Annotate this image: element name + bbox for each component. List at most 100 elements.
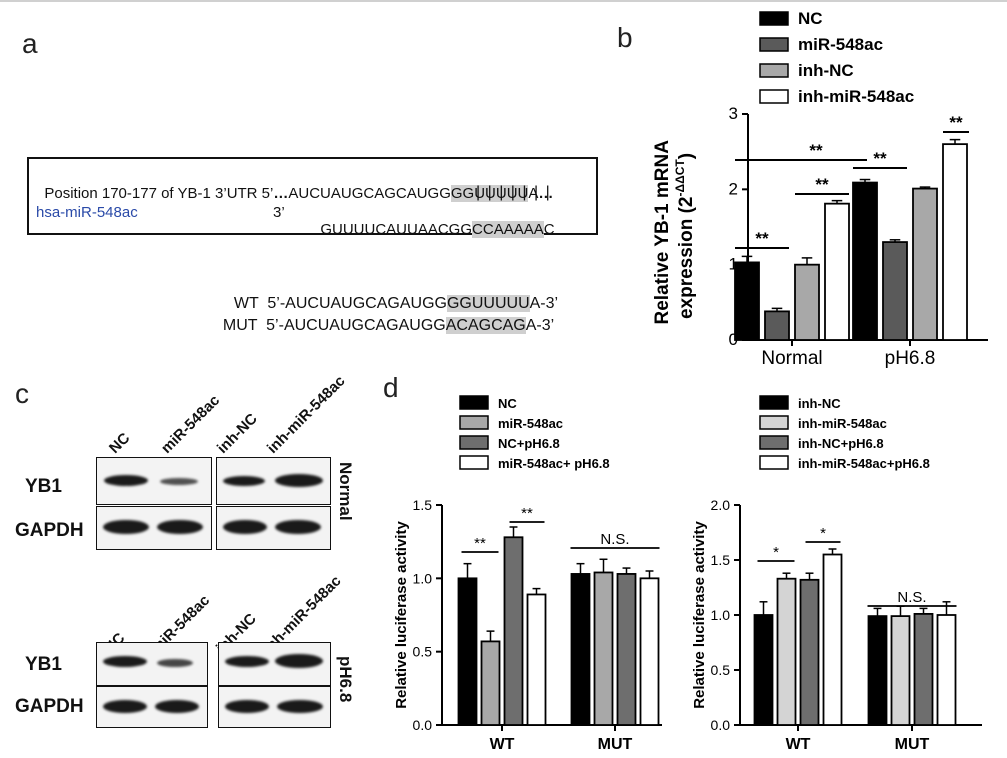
row-label-gapdh-bottom: GAPDH bbox=[15, 696, 84, 717]
legend-swatch bbox=[759, 63, 789, 78]
bar bbox=[457, 577, 478, 726]
mut-label: MUT bbox=[222, 317, 258, 334]
y-tick-label: 0 bbox=[729, 330, 738, 349]
legend-b: NC miR-548ac inh-NC inh-miR-548ac bbox=[759, 9, 914, 106]
band bbox=[275, 520, 321, 534]
mut-seq-highlight: ACAGCAG bbox=[445, 317, 526, 334]
bar bbox=[852, 181, 878, 341]
row-label-yb1-top: YB1 bbox=[25, 476, 62, 497]
y-tick-label: 0.0 bbox=[711, 717, 731, 733]
blot-gapdh-normal-right bbox=[216, 506, 331, 550]
bar bbox=[480, 640, 501, 726]
ylabel-d-right: Relative luciferase activity bbox=[691, 521, 708, 709]
legend-swatch bbox=[759, 415, 789, 430]
bar bbox=[753, 614, 774, 726]
y-tick-label: 1.5 bbox=[711, 552, 731, 568]
mut-sequence: MUT 5’-AUCUAUGCAGAUGGACAGCAGA-3’ bbox=[214, 299, 554, 335]
bar bbox=[593, 571, 614, 726]
plot-d-left: 0.0 0.5 1.0 1.5 WT MUT Relative luciferase act… bbox=[393, 497, 662, 753]
base-pair-bonds: | | | | | | | bbox=[476, 184, 552, 201]
panel-letter-a: a bbox=[22, 28, 38, 59]
y-tick-label: 0.5 bbox=[711, 662, 731, 678]
mut-seq-post: A-3’ bbox=[525, 317, 555, 334]
mirna-sequence: GUUUUCAUUAACGGCCAAAAAC bbox=[312, 204, 555, 238]
utr-seq-post: A bbox=[528, 185, 539, 202]
significance-label: ** bbox=[474, 535, 486, 552]
utr-sequence-line: Position 170-177 of YB-1 3’UTR 5’ … AUCUAU… bbox=[36, 168, 553, 202]
significance-label: ** bbox=[815, 175, 829, 194]
band bbox=[277, 700, 323, 713]
x-category-label: WT bbox=[786, 736, 811, 753]
x-category-label: pH6.8 bbox=[885, 348, 936, 369]
chart-d: NC miR-548ac NC+pH6.8 miR-548ac+ pH6.8 inh-… bbox=[393, 395, 982, 753]
significance-b: ** ** ** ** ** bbox=[735, 113, 969, 249]
x-category-label: MUT bbox=[895, 736, 930, 753]
blot-gapdh-ph-right bbox=[218, 686, 331, 728]
bar bbox=[882, 241, 908, 341]
wt-sequence: WT 5’-AUCUAUGCAGAUGGGGUUUUUA-3’ bbox=[225, 277, 558, 313]
legend-label: NC bbox=[798, 9, 823, 28]
legend-label: miR-548ac+ pH6.8 bbox=[498, 456, 610, 471]
mirna-name: hsa-miR-548ac bbox=[36, 204, 138, 221]
wt-seq-post: A-3’ bbox=[529, 295, 559, 312]
band bbox=[103, 656, 147, 667]
legend-swatch bbox=[759, 89, 789, 104]
lane-label-nc: NC bbox=[105, 429, 134, 457]
x-category-label: WT bbox=[490, 736, 515, 753]
bar bbox=[913, 612, 934, 726]
x-category-label: Normal bbox=[761, 348, 822, 369]
band bbox=[275, 654, 323, 668]
y-tick-label: 0.0 bbox=[413, 717, 433, 733]
significance-label: ** bbox=[755, 229, 769, 248]
legend-label: NC bbox=[498, 396, 517, 411]
significance-label: * bbox=[820, 525, 826, 542]
y-tick-label: 2 bbox=[729, 179, 738, 198]
wt-seq-highlight: GGUUUUU bbox=[446, 295, 530, 312]
bar bbox=[776, 577, 797, 726]
legend-d-left: NC miR-548ac NC+pH6.8 miR-548ac+ pH6.8 bbox=[459, 395, 610, 471]
band bbox=[275, 474, 323, 487]
bar bbox=[942, 143, 968, 341]
y-tick-label: 0.5 bbox=[413, 644, 433, 660]
panel-letter-b: b bbox=[617, 22, 633, 53]
legend-swatch bbox=[759, 37, 789, 52]
bar bbox=[503, 536, 524, 726]
y-tick-label: 1.0 bbox=[413, 570, 433, 586]
bar bbox=[936, 614, 957, 726]
blot-yb1-ph-left bbox=[96, 642, 208, 686]
band bbox=[103, 700, 147, 713]
band bbox=[157, 659, 193, 667]
legend-label: inh-NC+pH6.8 bbox=[798, 436, 884, 451]
condition-label-normal: Normal bbox=[336, 462, 355, 521]
legend-label: inh-NC bbox=[798, 396, 841, 411]
chart-b: NC miR-548ac inh-NC inh-miR-548ac 0 1 2 3 Norma… bbox=[652, 9, 988, 369]
band bbox=[223, 520, 267, 534]
row-label-yb1-bottom: YB1 bbox=[25, 654, 62, 675]
wt-label: WT bbox=[233, 295, 259, 312]
significance-label: N.S. bbox=[897, 589, 926, 606]
bar bbox=[764, 310, 790, 341]
lane-label-inh-mir: inh-miR-548ac bbox=[263, 372, 349, 457]
seed-site-highlight: GGUUUUU bbox=[450, 185, 529, 202]
blot-gapdh-ph-left bbox=[96, 686, 208, 728]
bar bbox=[867, 615, 888, 726]
legend-d-right: inh-NC inh-miR-548ac inh-NC+pH6.8 inh-miR-5… bbox=[759, 395, 930, 471]
blot-gapdh-normal-left bbox=[96, 506, 212, 550]
mut-seq-pre: 5’-AUCUAUGCAGAUGG bbox=[266, 317, 446, 334]
significance-label: ** bbox=[949, 113, 963, 132]
significance-label: ** bbox=[521, 505, 533, 522]
ellipsis-tail: … bbox=[538, 185, 554, 202]
bar bbox=[822, 553, 843, 726]
utr-position-label: Position 170-177 of YB-1 3’UTR 5’ bbox=[44, 185, 274, 202]
binding-site-box bbox=[27, 157, 598, 235]
bar bbox=[616, 573, 637, 726]
legend-label: inh-miR-548ac bbox=[798, 87, 914, 106]
bar bbox=[526, 593, 547, 726]
utr-seq-pre: AUCUAUGCAGCAUGG bbox=[288, 185, 451, 202]
y-tick-label: 3 bbox=[729, 104, 738, 123]
bar bbox=[824, 202, 850, 341]
bar bbox=[912, 187, 938, 341]
panel-letter-c: c bbox=[15, 378, 29, 409]
legend-swatch bbox=[759, 11, 789, 26]
band bbox=[104, 475, 148, 486]
